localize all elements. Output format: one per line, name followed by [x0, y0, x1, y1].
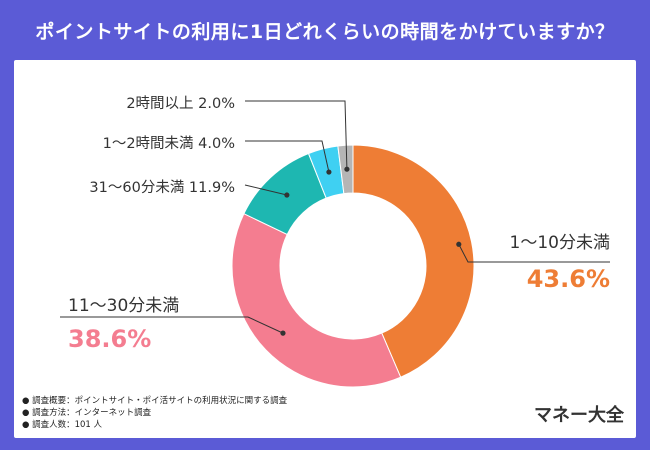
- chart-title: ポイントサイトの利用に1日どれくらいの時間をかけていますか？: [35, 20, 615, 43]
- leader-dot-2: [284, 192, 290, 198]
- leader-dot-1: [280, 330, 286, 336]
- category-label-3: 1〜2時間未満 4.0%: [103, 135, 235, 152]
- category-label-2: 31〜60分未満 11.9%: [89, 179, 235, 196]
- slice-1: [231, 213, 402, 388]
- slice-0: [352, 144, 475, 378]
- brand-logo-text: マネー大全: [534, 405, 624, 426]
- leader-line-0: [458, 244, 610, 263]
- value-label-1: 38.6%: [68, 325, 151, 353]
- leader-line-2: [244, 184, 287, 196]
- category-label-1: 11〜30分未満: [68, 296, 179, 316]
- note-method: ● 調査方法：インターネット調査: [22, 408, 152, 418]
- note-summary: ● 調査概要：ポイントサイト・ポイ活サイトの利用状況に関する調査: [22, 396, 288, 406]
- category-label-4: 2時間以上 2.0%: [126, 95, 235, 112]
- leader-dot-3: [326, 169, 332, 175]
- leader-dot-0: [456, 241, 462, 247]
- leader-dot-4: [344, 166, 350, 172]
- survey-notes: ● 調査概要：ポイントサイト・ポイ活サイトの利用状況に関する調査 ● 調査方法：…: [22, 395, 287, 431]
- leader-line-4: [245, 100, 348, 170]
- leader-line-1: [60, 316, 284, 334]
- category-label-0: 1〜10分未満: [510, 233, 610, 253]
- note-count: ● 調査人数：101 人: [22, 420, 103, 430]
- value-label-0: 43.6%: [527, 265, 610, 293]
- leader-line-3: [245, 140, 330, 173]
